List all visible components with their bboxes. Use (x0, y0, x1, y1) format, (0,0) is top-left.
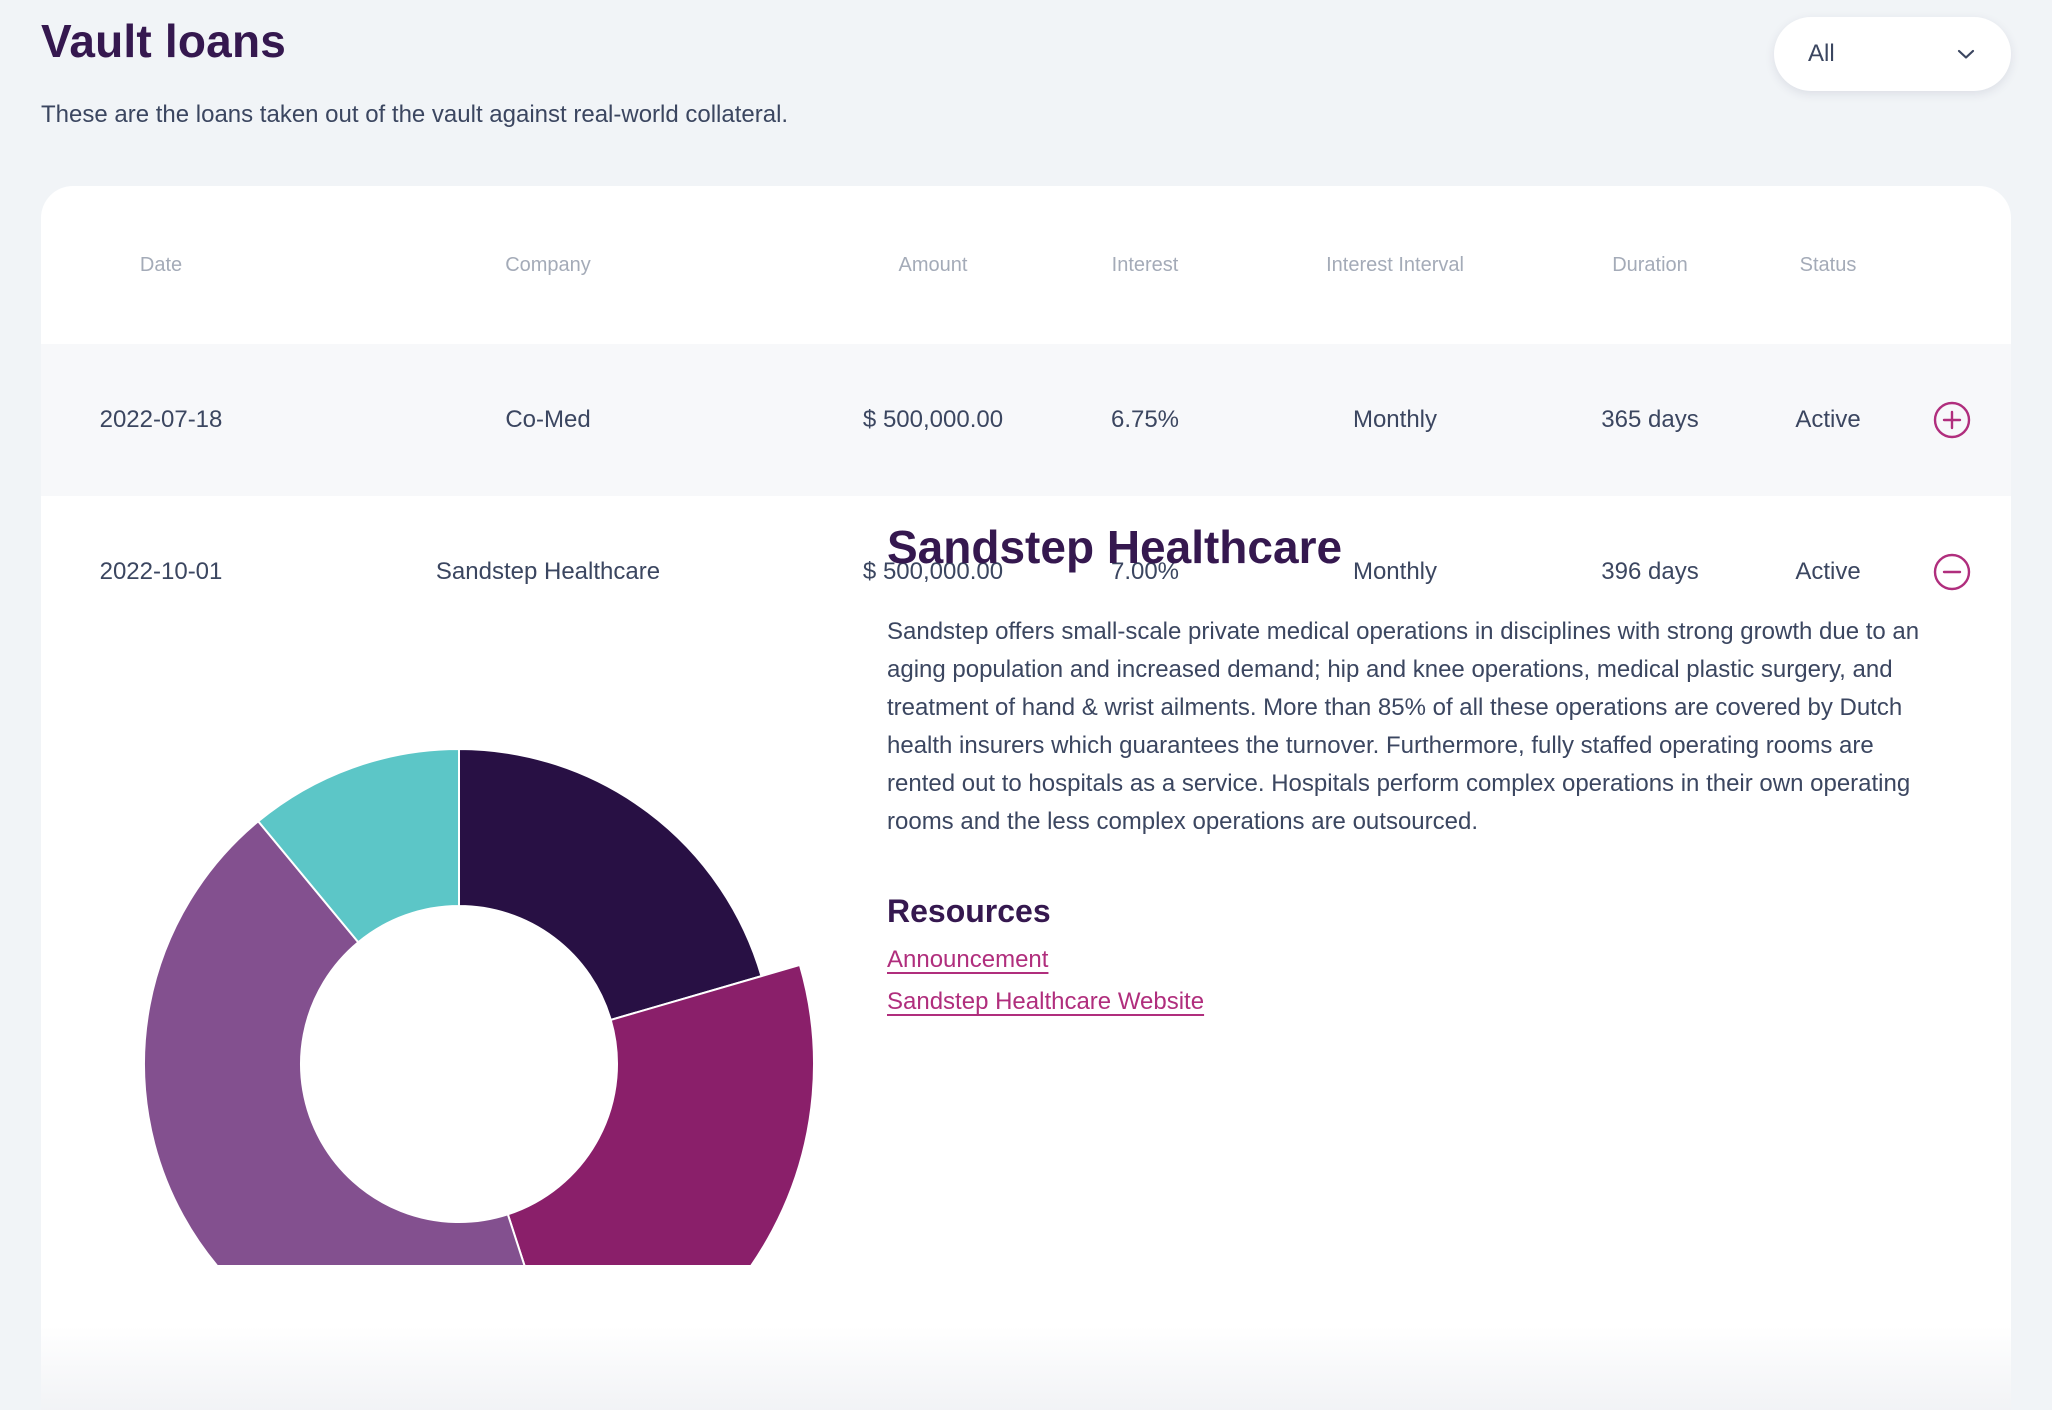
detail-title: Sandstep Healthcare (887, 521, 1343, 573)
collapse-row-minus-icon[interactable] (1932, 552, 1972, 592)
detail-description: Sandstep offers small-scale private medi… (887, 618, 1920, 836)
column-header-company: Company (505, 253, 591, 276)
page-title: Vault loans (41, 15, 287, 67)
table-row[interactable]: 2022-10-01 Sandstep Healthcare $ 500,000… (41, 496, 2011, 648)
donut-slice-1[interactable] (458, 747, 763, 1022)
cell-amount: $ 500,000.00 (862, 406, 1004, 433)
expand-row-plus-icon[interactable] (1932, 400, 1972, 440)
chevron-down-icon (1957, 48, 1975, 60)
page-subtitle: These are the loans taken out of the vau… (41, 101, 789, 128)
cell-duration: 365 days (1601, 406, 1699, 433)
card-bottom-fade (41, 1326, 2011, 1410)
table-row[interactable]: 2022-07-18 Co-Med $ 500,000.00 6.75% Mon… (41, 344, 2011, 496)
column-header-duration: Duration (1612, 253, 1688, 276)
announcement-link[interactable]: Announcement (887, 946, 1049, 974)
cell-company: Co-Med (505, 406, 591, 433)
cell-status: Active (1795, 558, 1861, 585)
donut-slice-2[interactable] (506, 963, 815, 1403)
cell-date: 2022-07-18 (99, 406, 223, 433)
donut-chart-svg (143, 747, 815, 1403)
filter-selected-value: All (1808, 40, 1835, 67)
cell-amount: $ 500,000.00 (862, 558, 1004, 585)
company-website-link[interactable]: Sandstep Healthcare Website (887, 988, 1205, 1016)
column-header-amount: Amount (898, 253, 968, 276)
status-filter-select[interactable]: All (1774, 17, 2011, 91)
cell-status: Active (1795, 406, 1861, 433)
loan-details-panel: Sandstep Healthcare Sandstep offers smal… (887, 520, 1927, 1016)
cell-interest-interval: Monthly (1352, 558, 1438, 585)
cell-date: 2022-10-01 (99, 558, 223, 585)
donut-slice-4[interactable] (256, 747, 460, 944)
cell-company: Sandstep Healthcare (435, 558, 661, 585)
table-header: Date Company Amount Interest Interest In… (41, 186, 2011, 344)
column-header-date: Date (139, 253, 183, 276)
resources-heading: Resources (887, 893, 1051, 930)
cell-duration: 396 days (1601, 558, 1699, 585)
collateral-donut-chart (100, 545, 820, 1403)
cell-interest: 7.00% (1110, 558, 1180, 585)
cell-interest: 6.75% (1110, 406, 1180, 433)
column-header-interest-interval: Interest Interval (1326, 253, 1464, 276)
cell-interest-interval: Monthly (1352, 406, 1438, 433)
column-header-status: Status (1799, 253, 1857, 276)
column-header-interest: Interest (1111, 253, 1179, 276)
